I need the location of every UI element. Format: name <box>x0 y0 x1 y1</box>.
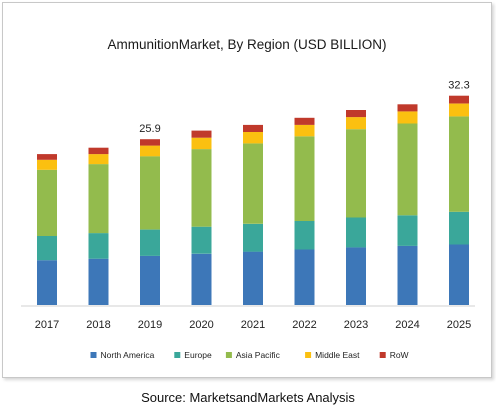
bar-segment-middle-east-2023 <box>346 117 366 130</box>
bar-segment-europe-2018 <box>88 233 109 259</box>
bar-segment-north-america-2024 <box>397 245 418 305</box>
bar-segment-asia-pacific-2021 <box>243 143 263 224</box>
bar-segment-north-america-2022 <box>294 249 315 305</box>
legend-label-north-america: North America <box>101 350 155 360</box>
source-note: Source: MarketsandMarkets Analysis <box>141 390 355 405</box>
bar-segment-north-america-2023 <box>346 247 366 305</box>
legend-label-asia-pacific: Asia Pacific <box>236 350 281 360</box>
x-tick-label-2023: 2023 <box>344 319 368 331</box>
bar-segment-middle-east-2024 <box>397 111 418 124</box>
bar-segment-row-2025 <box>449 95 469 104</box>
bar-segment-north-america-2018 <box>88 258 109 305</box>
bar-segment-asia-pacific-2022 <box>294 136 315 221</box>
x-tick-label-2017: 2017 <box>35 319 59 331</box>
chart-title: AmmunitionMarket, By Region (USD BILLION… <box>107 37 386 52</box>
bar-segment-europe-2022 <box>294 221 315 250</box>
bar-segment-middle-east-2019 <box>140 145 160 157</box>
bar-segment-middle-east-2017 <box>37 159 57 170</box>
bar-segment-middle-east-2018 <box>88 154 109 165</box>
bar-segment-row-2021 <box>243 124 263 132</box>
bar-segment-row-2018 <box>88 147 109 155</box>
legend-swatch-north-america <box>90 352 97 358</box>
x-tick-label-2022: 2022 <box>292 319 316 331</box>
bar-segment-asia-pacific-2020 <box>191 149 212 227</box>
legend-swatch-row <box>379 352 386 358</box>
bar-segment-asia-pacific-2024 <box>397 123 418 216</box>
bar-segment-row-2017 <box>37 154 57 160</box>
bar-segment-asia-pacific-2018 <box>88 164 109 234</box>
legend: North America Europe Asia Pacific Middle Ea… <box>90 350 409 360</box>
bar-segment-north-america-2019 <box>140 255 160 305</box>
bar-segment-north-america-2017 <box>37 260 57 305</box>
legend-swatch-asia-pacific <box>225 352 232 358</box>
bar-segment-row-2020 <box>191 130 212 138</box>
bar-segment-asia-pacific-2019 <box>140 156 160 230</box>
bar-segment-europe-2017 <box>37 236 57 261</box>
bar-segment-middle-east-2021 <box>243 132 263 144</box>
x-tick-label-2021: 2021 <box>241 319 265 331</box>
data-label-total-2025: 32.3 <box>448 80 469 92</box>
bar-segment-middle-east-2020 <box>191 137 212 150</box>
bar-segment-row-2022 <box>294 117 315 125</box>
legend-label-europe: Europe <box>184 350 212 360</box>
x-tick-label-2020: 2020 <box>189 319 213 331</box>
labels-layer: 2017 2018 2019 25.9 2020 2021 2022 2023 2024 2025… <box>35 80 471 331</box>
x-tick-label-2025: 2025 <box>447 319 471 331</box>
bar-segment-europe-2024 <box>397 215 418 246</box>
legend-label-middle-east: Middle East <box>315 350 360 360</box>
bar-segment-europe-2023 <box>346 217 366 248</box>
bar-segment-europe-2025 <box>449 211 469 245</box>
bars-layer <box>37 95 469 305</box>
bar-segment-row-2023 <box>346 110 366 118</box>
bar-segment-asia-pacific-2023 <box>346 129 366 218</box>
bar-segment-middle-east-2022 <box>294 124 315 137</box>
bar-segment-row-2024 <box>397 104 418 112</box>
bar-segment-middle-east-2025 <box>449 103 469 117</box>
bar-segment-asia-pacific-2025 <box>449 116 469 212</box>
bar-segment-north-america-2021 <box>243 251 263 305</box>
bar-segment-north-america-2020 <box>191 253 212 305</box>
x-tick-label-2018: 2018 <box>86 319 110 331</box>
legend-label-row: RoW <box>390 350 409 360</box>
x-tick-label-2019: 2019 <box>138 319 162 331</box>
legend-swatch-europe <box>174 352 181 358</box>
bar-segment-europe-2019 <box>140 229 160 256</box>
data-label-total-2019: 25.9 <box>139 123 160 135</box>
legend-swatch-middle-east <box>305 352 312 358</box>
bar-segment-north-america-2025 <box>449 244 469 305</box>
bar-segment-europe-2020 <box>191 226 212 254</box>
bar-segment-asia-pacific-2017 <box>37 169 57 236</box>
bar-segment-row-2019 <box>140 139 160 146</box>
bar-segment-europe-2021 <box>243 223 263 252</box>
chart-frame: AmmunitionMarket, By Region (USD BILLION… <box>2 2 492 378</box>
stacked-bar-chart: AmmunitionMarket, By Region (USD BILLION… <box>21 37 475 360</box>
x-tick-label-2024: 2024 <box>395 319 419 331</box>
